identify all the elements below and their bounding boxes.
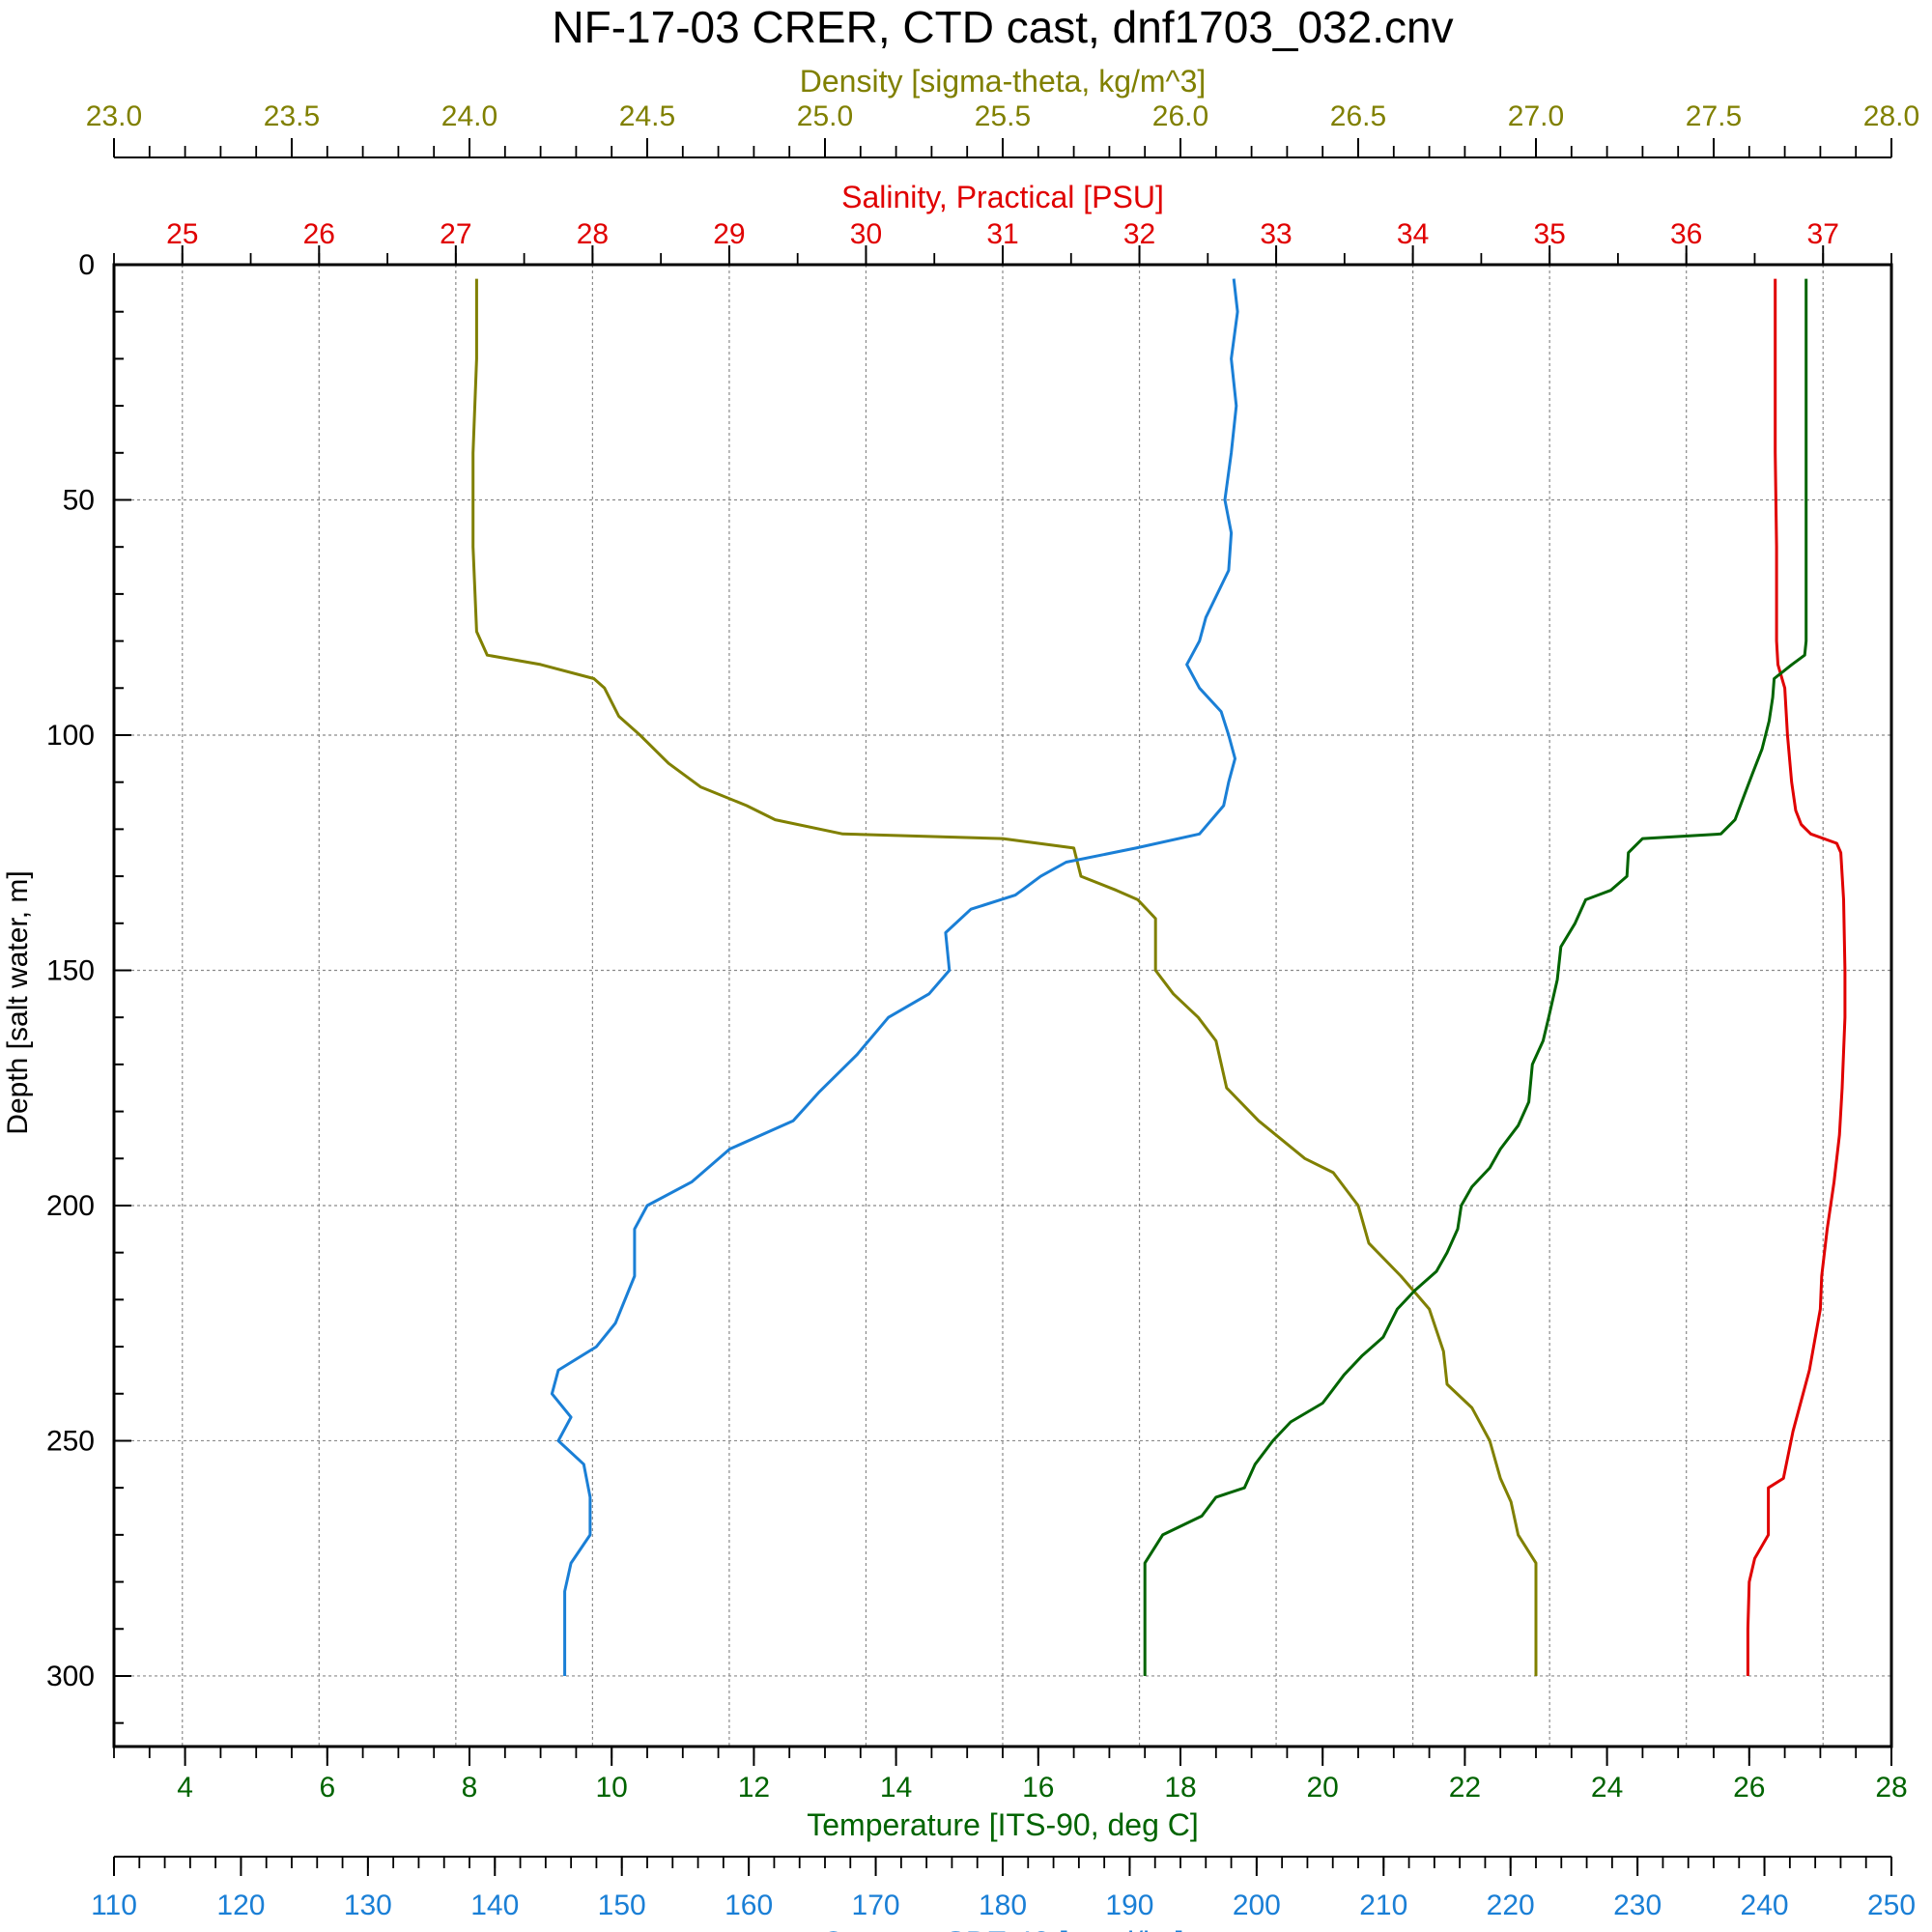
oxygen-tick-label: 230 (1613, 1889, 1662, 1921)
temperature-tick-label: 14 (880, 1772, 912, 1804)
oxygen-tick-label: 150 (598, 1889, 646, 1921)
oxygen-axis-label: Oxygen, SBE 43 [umol/kg] (821, 1925, 1183, 1932)
oxygen-tick-label: 180 (979, 1889, 1027, 1921)
temperature-tick-label: 20 (1307, 1772, 1339, 1804)
salinity-tick-label: 26 (303, 218, 335, 250)
oxygen-tick-label: 200 (1233, 1889, 1281, 1921)
salinity-tick-label: 35 (1533, 218, 1565, 250)
oxygen-series-line (550, 278, 1239, 1676)
oxygen-tick-label: 240 (1741, 1889, 1789, 1921)
temperature-tick-label: 6 (319, 1772, 335, 1804)
oxygen-tick-label: 160 (724, 1889, 773, 1921)
salinity-tick-label: 36 (1670, 218, 1702, 250)
oxygen-tick-label: 220 (1487, 1889, 1535, 1921)
oxygen-tick-label: 190 (1105, 1889, 1153, 1921)
chart-title: NF-17-03 CRER, CTD cast, dnf1703_032.cnv (552, 2, 1453, 52)
salinity-series-line (1746, 278, 1847, 1676)
density-tick-label: 27.0 (1508, 100, 1564, 132)
temperature-tick-label: 12 (738, 1772, 770, 1804)
oxygen-tick-label: 250 (1867, 1889, 1916, 1921)
oxygen-tick-label: 170 (852, 1889, 900, 1921)
oxygen-axis: 110 120 130 140 150 160 170 180 190 200 210 220 230 2… (91, 1856, 1916, 1932)
oxygen-tick-label: 140 (470, 1889, 519, 1921)
salinity-tick-label: 33 (1260, 218, 1292, 250)
salinity-tick-label: 27 (440, 218, 471, 250)
oxygen-tick-label: 210 (1359, 1889, 1407, 1921)
oxygen-tick-label: 120 (216, 1889, 265, 1921)
y-axis-label: Depth [salt water, m] (2, 870, 34, 1134)
density-tick-label: 25.5 (975, 100, 1031, 132)
temperature-tick-label: 16 (1022, 1772, 1054, 1804)
density-tick-label: 24.0 (441, 100, 497, 132)
density-tick-label: 23.0 (86, 100, 142, 132)
temperature-tick-label: 26 (1733, 1772, 1765, 1804)
oxygen-tick-label: 110 (91, 1889, 137, 1921)
temperature-tick-label: 18 (1164, 1772, 1196, 1804)
y-tick-label: 100 (46, 720, 95, 752)
salinity-tick-label: 32 (1123, 218, 1155, 250)
density-tick-label: 28.0 (1863, 100, 1919, 132)
temperature-axis-label: Temperature [ITS-90, deg C] (807, 1807, 1199, 1842)
temperature-tick-label: 28 (1875, 1772, 1907, 1804)
salinity-axis-label: Salinity, Practical [PSU] (841, 180, 1164, 214)
temperature-tick-label: 4 (177, 1772, 193, 1804)
density-tick-label: 23.5 (264, 100, 320, 132)
y-tick-label: 0 (78, 249, 95, 281)
temperature-tick-label: 24 (1591, 1772, 1623, 1804)
y-tick-label: 300 (46, 1661, 95, 1692)
density-tick-label: 25.0 (797, 100, 853, 132)
oxygen-tick-label: 130 (344, 1889, 392, 1921)
y-tick-label: 200 (46, 1190, 95, 1222)
temperature-series-line (1143, 278, 1808, 1676)
temperature-tick-label: 22 (1449, 1772, 1481, 1804)
density-axis-label: Density [sigma-theta, kg/m^3] (800, 64, 1207, 99)
salinity-tick-label: 30 (850, 218, 882, 250)
salinity-tick-label: 37 (1807, 218, 1839, 250)
temperature-tick-label: 8 (462, 1772, 478, 1804)
salinity-tick-label: 29 (713, 218, 745, 250)
density-tick-label: 27.5 (1686, 100, 1742, 132)
temperature-axis: 4 6 8 10 12 14 16 18 20 22 24 26 28 Temperature [ITS-… (113, 1747, 1908, 1842)
y-tick-label: 250 (46, 1425, 95, 1457)
density-axis: 23.0 23.5 24.0 24.5 25.0 25.5 26.0 26.5 27.0 27.5… (86, 64, 1919, 158)
salinity-axis: 25 26 27 28 29 30 31 32 33 34 35 36 37 Salinity, Prac… (113, 180, 1892, 265)
y-tick-label: 150 (46, 954, 95, 986)
salinity-tick-label: 34 (1397, 218, 1429, 250)
y-tick-label: 50 (63, 484, 95, 516)
salinity-tick-label: 31 (986, 218, 1018, 250)
salinity-tick-label: 25 (166, 218, 198, 250)
density-tick-label: 26.0 (1152, 100, 1208, 132)
density-tick-label: 26.5 (1330, 100, 1386, 132)
temperature-tick-label: 10 (596, 1772, 628, 1804)
density-series-line (471, 278, 1538, 1676)
salinity-tick-label: 28 (577, 218, 609, 250)
density-tick-label: 24.5 (619, 100, 675, 132)
